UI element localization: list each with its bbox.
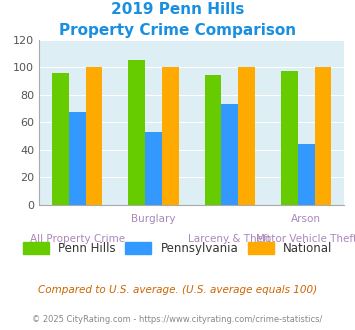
Bar — [281, 71, 298, 205]
Bar — [222, 104, 238, 205]
Text: 2019 Penn Hills: 2019 Penn Hills — [111, 2, 244, 16]
Text: Arson: Arson — [291, 214, 321, 224]
Bar — [52, 73, 69, 205]
Bar — [145, 132, 162, 205]
Text: Compared to U.S. average. (U.S. average equals 100): Compared to U.S. average. (U.S. average … — [38, 285, 317, 295]
Bar — [86, 67, 102, 205]
Text: © 2025 CityRating.com - https://www.cityrating.com/crime-statistics/: © 2025 CityRating.com - https://www.city… — [32, 315, 323, 324]
Bar — [205, 75, 222, 205]
Bar — [298, 144, 315, 205]
Bar — [129, 60, 145, 205]
Text: Burglary: Burglary — [131, 214, 176, 224]
Bar — [315, 67, 331, 205]
Legend: Penn Hills, Pennsylvania, National: Penn Hills, Pennsylvania, National — [18, 237, 337, 259]
Text: Property Crime Comparison: Property Crime Comparison — [59, 23, 296, 38]
Text: All Property Crime: All Property Crime — [30, 234, 125, 244]
Text: Motor Vehicle Theft: Motor Vehicle Theft — [256, 234, 355, 244]
Text: Larceny & Theft: Larceny & Theft — [189, 234, 271, 244]
Bar — [69, 113, 86, 205]
Bar — [238, 67, 255, 205]
Bar — [162, 67, 179, 205]
